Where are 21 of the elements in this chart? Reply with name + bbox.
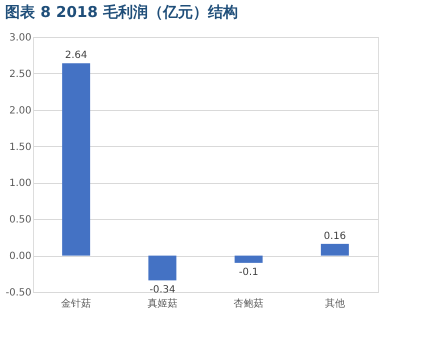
data-label: -0.1: [238, 266, 258, 278]
data-label: -0.34: [149, 284, 176, 296]
bar: [234, 256, 263, 263]
y-tick-label: 0.50: [9, 214, 32, 226]
y-tick-label: 2.50: [9, 68, 32, 80]
x-tick-label: 真姬菇: [147, 298, 178, 310]
bar: [62, 63, 90, 256]
x-tick-label: 其他: [324, 298, 345, 310]
y-tick-label: 0.00: [9, 251, 32, 262]
y-tick-label: 1.50: [9, 142, 32, 153]
x-tick-label: 金针菇: [61, 298, 92, 310]
y-tick-label: 3.00: [9, 32, 32, 44]
x-tick-label: 杏鲍菇: [234, 298, 264, 310]
bar: [320, 244, 349, 256]
data-label: 2.64: [64, 50, 88, 62]
y-tick-label: 2.00: [9, 105, 32, 116]
y-tick-label: 1.00: [9, 178, 32, 190]
data-label: 0.16: [324, 230, 346, 242]
chart-title: 图表 8 2018 毛利润（亿元）结构: [5, 3, 238, 21]
bar: [148, 256, 176, 280]
y-tick-label: -0.50: [6, 288, 32, 298]
